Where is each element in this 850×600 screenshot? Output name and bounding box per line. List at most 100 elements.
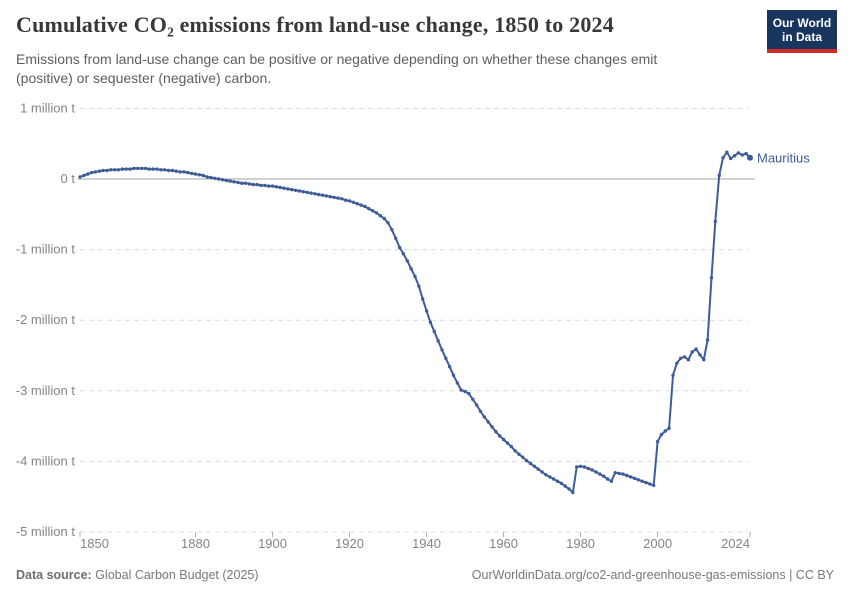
data-point-marker xyxy=(224,178,228,183)
data-point-marker xyxy=(498,434,502,438)
data-point-marker xyxy=(736,151,741,155)
data-point-marker xyxy=(586,466,590,471)
data-point-marker xyxy=(240,181,244,185)
data-point-marker xyxy=(401,252,406,256)
data-point-marker xyxy=(521,455,525,459)
data-point-marker xyxy=(578,464,583,468)
data-point-marker xyxy=(344,198,348,202)
data-point-marker xyxy=(625,473,629,478)
data-point-marker xyxy=(517,452,521,456)
data-point-marker xyxy=(559,481,563,485)
data-point-marker xyxy=(143,166,148,171)
owid-logo[interactable]: Our World in Data xyxy=(767,10,837,53)
data-point-marker xyxy=(428,320,433,324)
data-point-marker xyxy=(124,167,128,171)
data-point-marker xyxy=(278,185,282,190)
data-point-marker xyxy=(213,176,217,180)
x-axis-tick-label: 2000 xyxy=(643,536,672,551)
data-point-marker xyxy=(105,168,109,173)
y-axis-tick-label: -4 million t xyxy=(16,453,76,468)
y-axis-tick-label: 1 million t xyxy=(20,100,75,115)
data-point-marker xyxy=(551,477,556,481)
data-point-marker xyxy=(317,192,321,197)
data-point-marker xyxy=(390,228,394,232)
data-point-marker xyxy=(679,356,683,360)
data-point-marker xyxy=(644,480,648,485)
series-line[interactable] xyxy=(79,151,751,494)
y-axis-tick-label: -3 million t xyxy=(16,383,76,398)
data-point-marker xyxy=(686,358,691,362)
data-point-marker xyxy=(505,441,510,445)
data-point-marker xyxy=(571,490,575,495)
x-axis-tick-label: 1880 xyxy=(181,536,210,551)
data-point-marker xyxy=(602,474,606,478)
data-point-marker xyxy=(159,168,163,172)
data-point-marker xyxy=(744,151,748,156)
data-point-marker xyxy=(702,358,706,362)
data-point-marker xyxy=(305,190,309,195)
data-point-marker xyxy=(132,166,136,171)
data-point-marker xyxy=(555,479,560,483)
data-point-marker xyxy=(247,182,252,186)
data-point-marker xyxy=(509,444,513,449)
data-point-marker xyxy=(324,194,329,198)
data-point-marker xyxy=(340,197,344,201)
data-source-label: Data source: xyxy=(16,568,92,582)
data-point-marker xyxy=(263,183,267,188)
data-point-marker xyxy=(155,167,159,171)
data-point-marker xyxy=(548,475,552,479)
data-point-marker xyxy=(186,170,190,175)
data-point-marker xyxy=(336,196,340,200)
x-axis-tick-label: 1850 xyxy=(80,536,109,551)
chart-canvas[interactable]: 1 million t 0 t -1 million t -2 million t -3… xyxy=(0,95,850,565)
data-point-marker xyxy=(309,191,313,195)
data-point-marker xyxy=(413,274,417,279)
data-point-marker xyxy=(378,214,382,218)
data-point-marker xyxy=(594,470,598,474)
data-point-marker xyxy=(205,175,209,179)
data-point-marker xyxy=(193,172,198,176)
data-point-marker xyxy=(613,471,617,475)
data-point-marker xyxy=(397,245,402,250)
data-point-marker xyxy=(178,170,182,174)
data-point-marker xyxy=(717,173,721,178)
data-point-marker xyxy=(97,169,102,173)
x-axis-tick-label: 1960 xyxy=(489,536,518,551)
data-point-marker xyxy=(301,190,305,194)
owid-url-license[interactable]: OurWorldinData.org/co2-and-greenhouse-ga… xyxy=(471,568,834,582)
data-point-marker xyxy=(451,373,456,377)
data-point-marker xyxy=(93,170,98,174)
data-point-marker xyxy=(417,284,421,288)
data-source-value: Global Carbon Budget (2025) xyxy=(91,568,259,582)
owid-logo-line1: Our World xyxy=(772,16,832,30)
data-point-marker xyxy=(655,439,660,444)
data-point-marker xyxy=(459,388,463,392)
data-point-marker xyxy=(513,449,517,453)
data-point-marker xyxy=(525,459,529,463)
y-axis-tick-label: 0 t xyxy=(61,171,76,186)
data-point-marker xyxy=(725,150,729,154)
data-point-marker xyxy=(297,189,302,193)
data-point-marker xyxy=(270,184,275,188)
data-point-marker xyxy=(170,168,175,173)
data-point-marker xyxy=(190,171,194,176)
data-point-marker xyxy=(482,415,486,419)
data-point-marker xyxy=(709,276,714,280)
data-point-marker xyxy=(605,477,610,481)
data-point-marker xyxy=(663,429,667,433)
data-point-marker xyxy=(640,479,644,483)
entity-label[interactable]: Mauritius xyxy=(757,150,810,165)
data-point-marker xyxy=(409,267,413,271)
data-point-marker xyxy=(694,347,698,351)
data-point-marker xyxy=(532,464,537,468)
data-point-marker xyxy=(671,373,675,377)
data-point-marker xyxy=(139,166,144,171)
data-point-marker xyxy=(590,468,594,472)
data-point-marker xyxy=(405,259,409,263)
data-point-marker xyxy=(163,168,167,172)
data-point-marker xyxy=(367,207,371,211)
x-axis-tick-label: 1920 xyxy=(335,536,364,551)
data-point-marker xyxy=(228,179,232,183)
data-point-marker xyxy=(209,175,213,180)
data-point-marker xyxy=(259,183,263,188)
